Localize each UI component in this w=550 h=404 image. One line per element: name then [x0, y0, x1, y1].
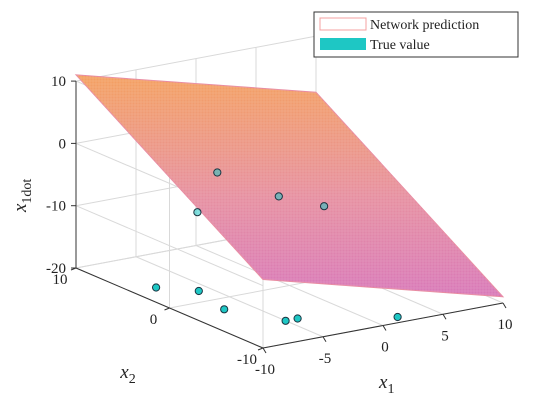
prediction-surface-mesh — [76, 74, 503, 297]
x2-tick-label: -10 — [237, 352, 257, 368]
x1-tick-label: -10 — [255, 362, 275, 378]
legend: Network prediction True value — [313, 11, 519, 58]
x1-tick-mark — [382, 325, 387, 331]
x1-tick-mark — [262, 347, 267, 354]
z-axis-label: x1dot — [10, 179, 35, 213]
x2-axis-label: x2 — [119, 362, 135, 387]
x2-tick-label: 10 — [53, 272, 68, 288]
x1-tick-label: -5 — [319, 351, 332, 367]
x1-axis-label: x1 — [378, 372, 394, 397]
x2-tick-mark — [164, 307, 170, 311]
legend-label: True value — [370, 38, 430, 53]
true-value-point — [393, 312, 402, 322]
true-value-point — [220, 305, 229, 314]
legend-swatch — [319, 17, 367, 31]
x1-tick-mark — [442, 313, 447, 320]
x1-tick-label: 10 — [498, 317, 513, 333]
z-tick-label: 10 — [51, 74, 66, 90]
z-tick-label: -10 — [46, 199, 66, 215]
true-value-point — [193, 208, 202, 217]
true-value-point — [293, 314, 302, 323]
points-below-surface — [152, 283, 402, 325]
true-value-point — [152, 283, 161, 292]
legend-swatch — [320, 38, 366, 50]
x1-tick-mark — [502, 302, 507, 309]
z-tick-label: 0 — [59, 136, 67, 152]
x2-tick-label: 0 — [150, 312, 158, 328]
z-tick-label: -20 — [46, 261, 66, 277]
true-value-point — [213, 168, 222, 177]
true-value-point — [320, 202, 329, 211]
true-value-point — [274, 192, 283, 201]
axes — [70, 80, 507, 354]
legend-label: Network prediction — [370, 18, 479, 33]
x1-tick-mark — [322, 336, 327, 343]
x1-tick-label: 5 — [441, 328, 449, 344]
sidewall-grid-z — [75, 205, 264, 287]
points-on-surface — [193, 168, 329, 217]
backwall-grid-z — [75, 35, 317, 82]
true-value-point — [281, 316, 290, 325]
x2-tick-mark — [257, 347, 264, 351]
prediction-surface — [74, 74, 505, 298]
x1-tick-label: 0 — [381, 340, 389, 356]
axis-labels: x1 x2 x1dot — [10, 179, 394, 397]
true-value-point — [194, 286, 203, 296]
